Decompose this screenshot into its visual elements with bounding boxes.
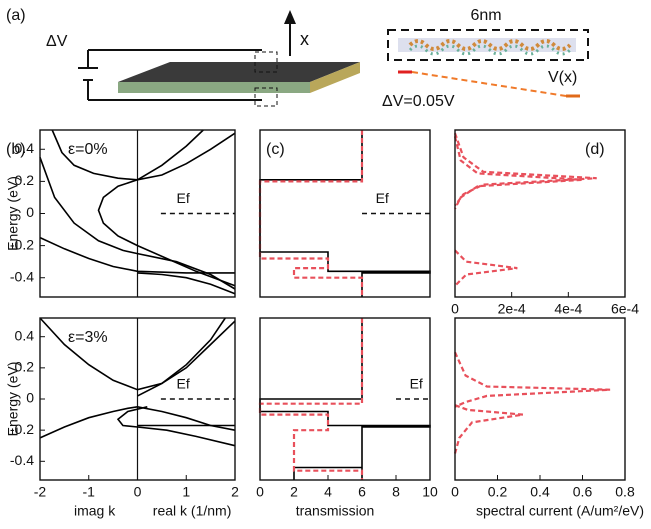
x-tick-label: 2e-4 <box>498 301 526 317</box>
x-tick-label: 6e-4 <box>611 301 639 317</box>
fermi-label: Ef <box>376 190 389 206</box>
x-tick-label: 2 <box>231 484 239 500</box>
x-tick-label: 0.6 <box>573 484 593 500</box>
slab-side <box>118 82 310 93</box>
x-tick-label: 6 <box>358 484 366 500</box>
y-tick-label: -0.4 <box>10 268 34 284</box>
x-tick-label: 0 <box>134 484 142 500</box>
series-line <box>137 129 204 181</box>
x-tick-label: 1 <box>182 484 190 500</box>
x-tick-label: 0.2 <box>488 484 508 500</box>
potential-label: V(x) <box>548 69 577 86</box>
series-line <box>137 272 236 295</box>
x-tick-label: -2 <box>34 484 47 500</box>
x-tick-label: 0.8 <box>615 484 635 500</box>
x-tick-label: 4e-4 <box>554 301 582 317</box>
y-tick-label: 0 <box>26 390 34 406</box>
fermi-label: Ef <box>410 376 423 392</box>
arrow-head <box>284 10 296 24</box>
panel-label: (b) <box>6 141 26 158</box>
series-line <box>51 129 236 181</box>
series-line <box>39 157 236 290</box>
plot-frame <box>39 317 236 481</box>
series-line <box>39 405 236 439</box>
series-line <box>258 130 364 297</box>
series-line <box>259 318 431 480</box>
bias-label: ΔV=0.05V <box>382 93 455 110</box>
x-tick-label: 0.4 <box>530 484 550 500</box>
x-axis-label: spectral current (A/um²/eV) <box>476 503 644 519</box>
x-tick-label: 8 <box>392 484 400 500</box>
y-tick-label: 0.2 <box>15 359 35 375</box>
y-axis-label: Energy (eV) <box>5 362 21 437</box>
panel-label: (c) <box>266 141 285 158</box>
plot-frame <box>454 317 626 481</box>
x-axis-label: real k (1/nm) <box>153 503 232 519</box>
series-line <box>97 179 236 287</box>
atom-chain <box>408 44 572 56</box>
y-axis-label: Energy (eV) <box>5 176 21 251</box>
y-tick-label: 0 <box>26 204 34 220</box>
panel-label: (d) <box>585 141 605 158</box>
series-line <box>453 132 597 207</box>
strain-label: ε=0% <box>68 141 108 158</box>
series-line <box>453 404 524 454</box>
series-line <box>453 136 583 210</box>
x-tick-label: 2 <box>290 484 298 500</box>
plot-frame <box>454 129 626 298</box>
inset-box <box>387 29 589 61</box>
slab-end <box>310 62 360 93</box>
x-axis-label: imag k <box>74 503 116 519</box>
series-line <box>259 130 431 297</box>
series-line <box>454 249 518 287</box>
series-line <box>258 318 364 480</box>
fermi-label: Ef <box>177 190 190 206</box>
panel-a: (a) ΔV x 6nm V(x) ΔV=0.05V <box>6 7 589 110</box>
contact-box <box>254 51 278 73</box>
slab-top <box>118 62 360 82</box>
series-line <box>39 317 236 391</box>
plot-frame <box>259 317 431 481</box>
x-tick-label: 4 <box>324 484 332 500</box>
fermi-label: Ef <box>177 376 190 392</box>
axis-label: x <box>300 29 309 49</box>
x-tick-label: 0 <box>256 484 264 500</box>
atom-chain <box>408 39 572 51</box>
series-line <box>453 351 611 408</box>
plot-frame <box>39 129 236 298</box>
y-tick-label: -0.2 <box>10 236 34 252</box>
y-tick-label: -0.4 <box>10 452 34 468</box>
width-label: 6nm <box>470 7 501 24</box>
y-tick-label: 0.4 <box>15 140 35 156</box>
x-tick-label: 10 <box>422 484 438 500</box>
series-line <box>39 236 235 274</box>
potential-drop <box>411 71 567 97</box>
x-tick-label: -1 <box>83 484 96 500</box>
panel-label: (a) <box>6 7 26 24</box>
x-tick-label: 0 <box>451 484 459 500</box>
voltage-label: ΔV <box>46 33 68 50</box>
series-line <box>137 317 226 397</box>
y-tick-label: -0.2 <box>10 421 34 437</box>
plot-frame <box>259 129 431 298</box>
y-tick-label: 0.2 <box>15 172 35 188</box>
strain-label: ε=3% <box>68 329 108 346</box>
series-line <box>116 406 236 447</box>
x-tick-label: 0 <box>451 301 459 317</box>
y-tick-label: 0.4 <box>15 327 35 343</box>
circuit-wire <box>87 49 262 101</box>
contact-box <box>254 87 278 107</box>
x-axis-label: transmission <box>296 503 375 519</box>
